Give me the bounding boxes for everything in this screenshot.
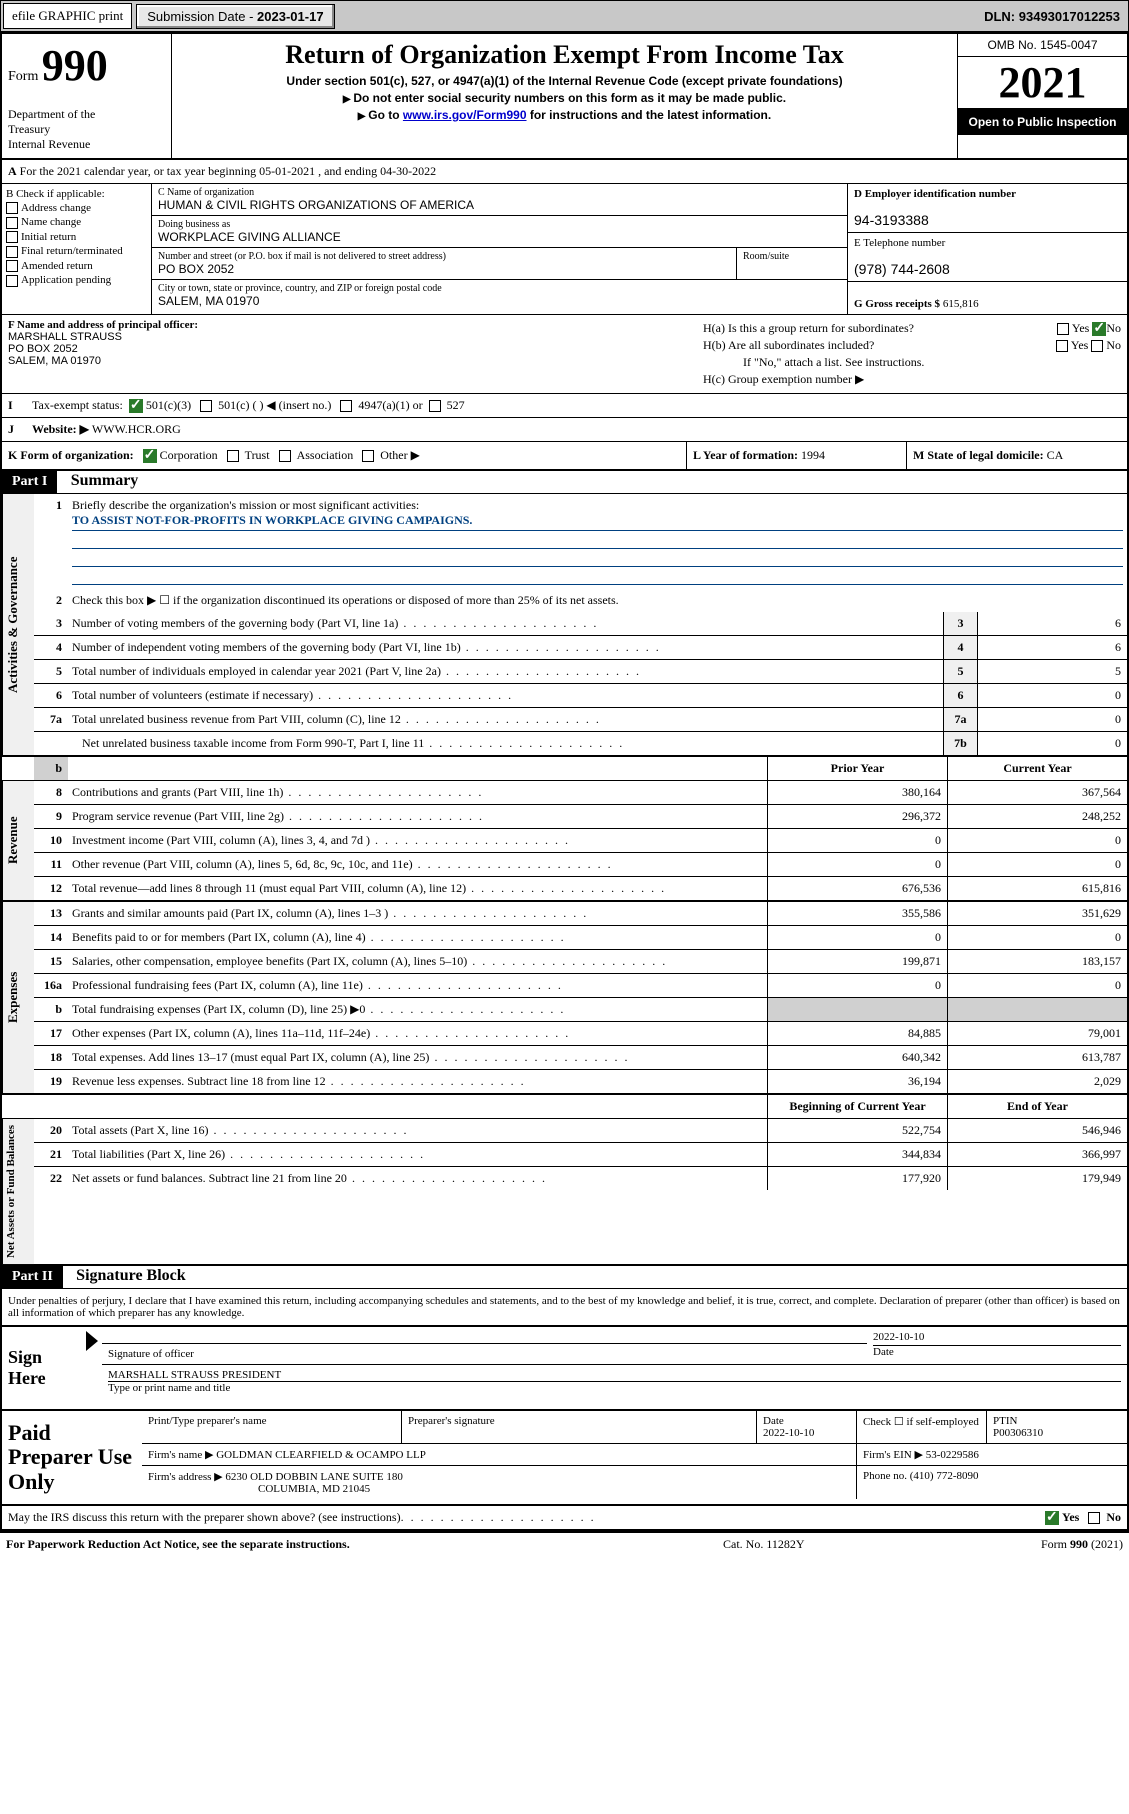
firm-ein: 53-0229586: [926, 1449, 979, 1461]
table-row: 22 Net assets or fund balances. Subtract…: [34, 1167, 1127, 1190]
tab-revenue: Revenue: [2, 781, 34, 900]
table-row: 11 Other revenue (Part VIII, column (A),…: [34, 853, 1127, 877]
row-a-tax-year: A For the 2021 calendar year, or tax yea…: [2, 160, 1127, 184]
box-h-group-return: H(a) Is this a group return for subordin…: [697, 315, 1127, 393]
box-f-officer: F Name and address of principal officer:…: [2, 315, 697, 393]
box-d-ein-phone: D Employer identification number 94-3193…: [847, 184, 1127, 314]
caret-icon: [86, 1331, 98, 1351]
chk-initial-return[interactable]: Initial return: [6, 231, 147, 243]
part2-title: Signature Block: [76, 1267, 186, 1284]
end-year-header: End of Year: [947, 1095, 1127, 1118]
ptin: P00306310: [993, 1427, 1043, 1439]
gross-receipts: 615,816: [943, 298, 979, 310]
table-row: 16a Professional fundraising fees (Part …: [34, 974, 1127, 998]
sig-date: 2022-10-10: [873, 1331, 924, 1343]
dba-name: WORKPLACE GIVING ALLIANCE: [158, 230, 841, 244]
table-row: 8 Contributions and grants (Part VIII, l…: [34, 781, 1127, 805]
top-bar: efile GRAPHIC print Submission Date - 20…: [0, 0, 1129, 32]
phone: (978) 744-2608: [854, 261, 950, 277]
form-title: Return of Organization Exempt From Incom…: [178, 40, 951, 70]
form-header: Form 990 Department of theTreasuryIntern…: [2, 34, 1127, 160]
paid-preparer-label: Paid Preparer Use Only: [2, 1411, 142, 1504]
department-label: Department of theTreasuryInternal Revenu…: [8, 107, 165, 152]
subtitle-1: Under section 501(c), 527, or 4947(a)(1)…: [178, 74, 951, 88]
form-number: 990: [42, 41, 108, 90]
part2-header: Part II: [2, 1266, 63, 1288]
preparer-phone: (410) 772-8090: [910, 1470, 979, 1482]
box-b-checkboxes: B Check if applicable: Address change Na…: [2, 184, 152, 314]
website: WWW.HCR.ORG: [92, 422, 181, 437]
ha-no-checked: [1092, 322, 1106, 336]
tax-year: 2021: [958, 57, 1127, 109]
501c3-checked: [129, 399, 143, 413]
submission-date-button[interactable]: Submission Date - 2023-01-17: [136, 4, 334, 29]
corporation-checked: [143, 449, 157, 463]
part1-title: Summary: [71, 472, 139, 489]
row-m-state: M State of legal domicile: CA: [907, 442, 1127, 469]
efile-badge: efile GRAPHIC print: [3, 3, 132, 29]
row-i-tax-exempt: I Tax-exempt status: 501(c)(3) 501(c) ( …: [2, 394, 1127, 418]
street-address: PO BOX 2052: [158, 262, 730, 276]
form-version: Form 990 (2021): [923, 1537, 1123, 1552]
table-row: 15 Salaries, other compensation, employe…: [34, 950, 1127, 974]
mission-text: TO ASSIST NOT-FOR-PROFITS IN WORKPLACE G…: [72, 513, 1123, 531]
form-outer: Form 990 Department of theTreasuryIntern…: [0, 32, 1129, 1533]
table-row: 9 Program service revenue (Part VIII, li…: [34, 805, 1127, 829]
part1-header: Part I: [2, 471, 57, 493]
beginning-year-header: Beginning of Current Year: [767, 1095, 947, 1118]
perjury-statement: Under penalties of perjury, I declare th…: [2, 1289, 1127, 1327]
current-year-header: Current Year: [947, 757, 1127, 780]
table-row: 18 Total expenses. Add lines 13–17 (must…: [34, 1046, 1127, 1070]
prior-year-header: Prior Year: [767, 757, 947, 780]
ein: 94-3193388: [854, 212, 929, 228]
tab-governance: Activities & Governance: [2, 494, 34, 755]
tab-expenses: Expenses: [2, 902, 34, 1093]
table-row: 10 Investment income (Part VIII, column …: [34, 829, 1127, 853]
open-public-badge: Open to Public Inspection: [958, 109, 1127, 135]
row-j-website: J Website: ▶ WWW.HCR.ORG: [2, 418, 1127, 442]
irs-discuss-row: May the IRS discuss this return with the…: [2, 1506, 1127, 1531]
catalog-number: Cat. No. 11282Y: [723, 1537, 923, 1552]
table-row: 13 Grants and similar amounts paid (Part…: [34, 902, 1127, 926]
chk-application-pending[interactable]: Application pending: [6, 274, 147, 286]
officer-signature-name: MARSHALL STRAUSS PRESIDENT: [108, 1369, 1121, 1382]
table-row: 12 Total revenue—add lines 8 through 11 …: [34, 877, 1127, 900]
table-row: 19 Revenue less expenses. Subtract line …: [34, 1070, 1127, 1093]
preparer-date: 2022-10-10: [763, 1427, 814, 1439]
instructions-link[interactable]: www.irs.gov/Form990: [403, 108, 527, 122]
firm-name: GOLDMAN CLEARFIELD & OCAMPO LLP: [216, 1449, 426, 1461]
omb-number: OMB No. 1545-0047: [958, 34, 1127, 57]
dln-label: DLN: 93493017012253: [976, 5, 1128, 28]
table-row: 17 Other expenses (Part IX, column (A), …: [34, 1022, 1127, 1046]
chk-address-change[interactable]: Address change: [6, 202, 147, 214]
irs-discuss-yes: [1045, 1511, 1059, 1525]
paperwork-notice: For Paperwork Reduction Act Notice, see …: [6, 1537, 723, 1552]
chk-amended-return[interactable]: Amended return: [6, 260, 147, 272]
org-name: HUMAN & CIVIL RIGHTS ORGANIZATIONS OF AM…: [158, 198, 841, 212]
subtitle-3: Go to www.irs.gov/Form990 for instructio…: [178, 108, 951, 122]
subtitle-2: Do not enter social security numbers on …: [178, 91, 951, 105]
officer-name: MARSHALL STRAUSS: [8, 331, 122, 343]
box-c-org-info: C Name of organization HUMAN & CIVIL RIG…: [152, 184, 847, 314]
chk-final-return[interactable]: Final return/terminated: [6, 245, 147, 257]
table-row: 20 Total assets (Part X, line 16) 522,75…: [34, 1119, 1127, 1143]
form-word: Form: [8, 69, 38, 84]
tab-net-assets: Net Assets or Fund Balances: [2, 1119, 34, 1264]
table-row: b Total fundraising expenses (Part IX, c…: [34, 998, 1127, 1022]
table-row: 14 Benefits paid to or for members (Part…: [34, 926, 1127, 950]
row-l-year: L Year of formation: 1994: [687, 442, 907, 469]
table-row: 21 Total liabilities (Part X, line 26) 3…: [34, 1143, 1127, 1167]
city-state-zip: SALEM, MA 01970: [158, 294, 841, 308]
footer: For Paperwork Reduction Act Notice, see …: [0, 1533, 1129, 1556]
sign-here-label: Sign Here: [2, 1327, 82, 1409]
chk-name-change[interactable]: Name change: [6, 216, 147, 228]
firm-address: 6230 OLD DOBBIN LANE SUITE 180: [225, 1471, 403, 1483]
row-k-form-org: K Form of organization: Corporation Trus…: [2, 442, 687, 469]
